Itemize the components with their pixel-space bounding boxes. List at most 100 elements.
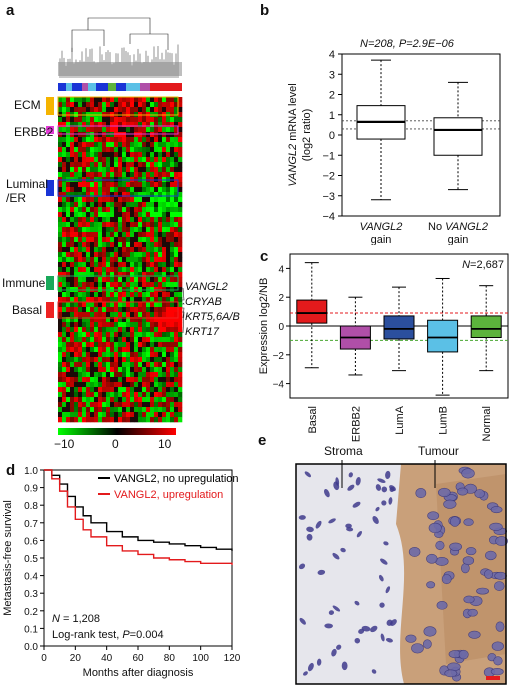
- heatmap-cell: [86, 387, 91, 393]
- heatmap-cell: [98, 107, 103, 113]
- heatmap-cell: [130, 382, 135, 388]
- heatmap-cell: [90, 227, 95, 233]
- heatmap-cell: [170, 357, 175, 363]
- heatmap-cell: [154, 167, 159, 173]
- heatmap-cell: [118, 347, 123, 353]
- heatmap-cell: [154, 317, 159, 323]
- heatmap-cell: [118, 152, 123, 158]
- heatmap-cell: [82, 337, 87, 343]
- stroma-nucleus: [348, 472, 353, 478]
- heatmap-cell: [62, 402, 67, 408]
- heatmap-cell: [74, 227, 79, 233]
- heatmap-cell: [138, 282, 143, 288]
- heatmap-cell: [98, 417, 103, 423]
- heatmap-cell: [82, 147, 87, 153]
- heatmap-cell: [114, 172, 119, 178]
- heatmap-cell: [178, 187, 183, 193]
- heatmap-cell: [106, 102, 111, 108]
- heatmap-cell: [98, 242, 103, 248]
- heatmap-cell: [170, 257, 175, 263]
- heatmap-cell: [122, 357, 127, 363]
- heatmap-cell: [110, 297, 115, 303]
- heatmap-cell: [110, 387, 115, 393]
- heatmap-cell: [178, 117, 183, 123]
- heatmap-cell: [90, 357, 95, 363]
- heatmap-cell: [142, 332, 147, 338]
- heatmap-cell: [158, 312, 163, 318]
- heatmap-cell: [150, 97, 155, 103]
- heatmap-cell: [118, 242, 123, 248]
- heatmap-cell: [70, 137, 75, 143]
- heatmap-cell: [62, 107, 67, 113]
- heatmap-cell: [146, 267, 151, 273]
- x-tick-label: 20: [70, 653, 82, 664]
- heatmap-cell: [62, 127, 67, 133]
- heatmap-cell: [130, 277, 135, 283]
- heatmap-cell: [118, 147, 123, 153]
- heatmap-cell: [162, 232, 167, 238]
- heatmap-cell: [118, 377, 123, 383]
- heatmap-cell: [118, 187, 123, 193]
- heatmap-cell: [78, 107, 83, 113]
- heatmap-cell: [106, 97, 111, 103]
- heatmap-cell: [138, 297, 143, 303]
- heatmap-cell: [158, 152, 163, 158]
- stroma-nucleus: [332, 552, 340, 560]
- heatmap-cell: [138, 187, 143, 193]
- heatmap-cell: [70, 127, 75, 133]
- heatmap-cell: [126, 282, 131, 288]
- heatmap-cell: [86, 102, 91, 108]
- heatmap-cell: [150, 122, 155, 128]
- heatmap-cell: [158, 277, 163, 283]
- heatmap-cell: [82, 262, 87, 268]
- tumour-nucleus: [405, 634, 417, 643]
- y-tick-label: 2: [278, 293, 284, 304]
- heatmap-cell: [78, 267, 83, 273]
- heatmap-cell: [102, 402, 107, 408]
- heatmap-cell: [122, 397, 127, 403]
- heatmap-cell: [162, 352, 167, 358]
- heatmap-cell: [138, 277, 143, 283]
- note-n: N = 1,208: [52, 613, 100, 625]
- heatmap-cell: [58, 332, 63, 338]
- heatmap-cell: [74, 167, 79, 173]
- tumour-nucleus: [408, 547, 421, 557]
- heatmap-cell: [134, 377, 139, 383]
- heatmap-cell: [78, 172, 83, 178]
- y-tick-label: 1.0: [24, 466, 38, 477]
- stroma-nucleus: [328, 518, 336, 524]
- heatmap-cell: [82, 102, 87, 108]
- heatmap-cell: [90, 392, 95, 398]
- heatmap-cell: [86, 267, 91, 273]
- heatmap-cell: [58, 377, 63, 383]
- heatmap-cell: [166, 302, 171, 308]
- heatmap-cell: [106, 212, 111, 218]
- heatmap-cell: [114, 267, 119, 273]
- heatmap-cell: [162, 127, 167, 133]
- heatmap-cell: [110, 347, 115, 353]
- heatmap-cell: [98, 392, 103, 398]
- heatmap-cell: [142, 162, 147, 168]
- legend-label: VANGL2, upregulation: [114, 489, 223, 501]
- heatmap-cell: [110, 307, 115, 313]
- heatmap-cell: [98, 352, 103, 358]
- heatmap-cell: [62, 242, 67, 248]
- heatmap-cell: [170, 252, 175, 258]
- heatmap-cell: [158, 172, 163, 178]
- heatmap-cell: [66, 142, 71, 148]
- heatmap-cell: [138, 307, 143, 313]
- heatmap-cell: [110, 262, 115, 268]
- heatmap-cell: [102, 237, 107, 243]
- heatmap-cell: [66, 147, 71, 153]
- heatmap-cell: [146, 387, 151, 393]
- heatmap-cell: [62, 172, 67, 178]
- heatmap-cell: [70, 262, 75, 268]
- heatmap-cell: [62, 357, 67, 363]
- heatmap-cell: [118, 207, 123, 213]
- heatmap-cell: [58, 337, 63, 343]
- heatmap-cell: [146, 357, 151, 363]
- heatmap-cell: [178, 257, 183, 263]
- heatmap-cell: [74, 267, 79, 273]
- heatmap-cell: [78, 312, 83, 318]
- heatmap-cell: [66, 222, 71, 228]
